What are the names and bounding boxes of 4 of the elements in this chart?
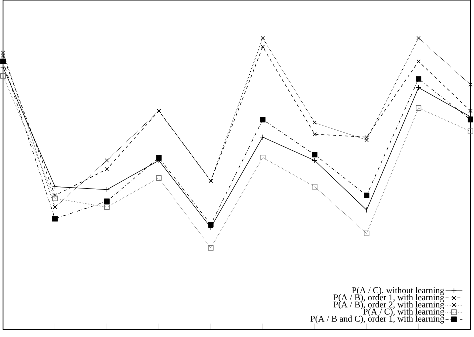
legend-label: P(A / C), with learning bbox=[364, 308, 444, 317]
legend-label: P(A / B and C), order 1, with learning bbox=[310, 316, 444, 324]
legend-label: P(A / B), order 2, with learning bbox=[334, 302, 444, 310]
legend-label: P(A / B), order 1, with learning bbox=[334, 294, 444, 303]
